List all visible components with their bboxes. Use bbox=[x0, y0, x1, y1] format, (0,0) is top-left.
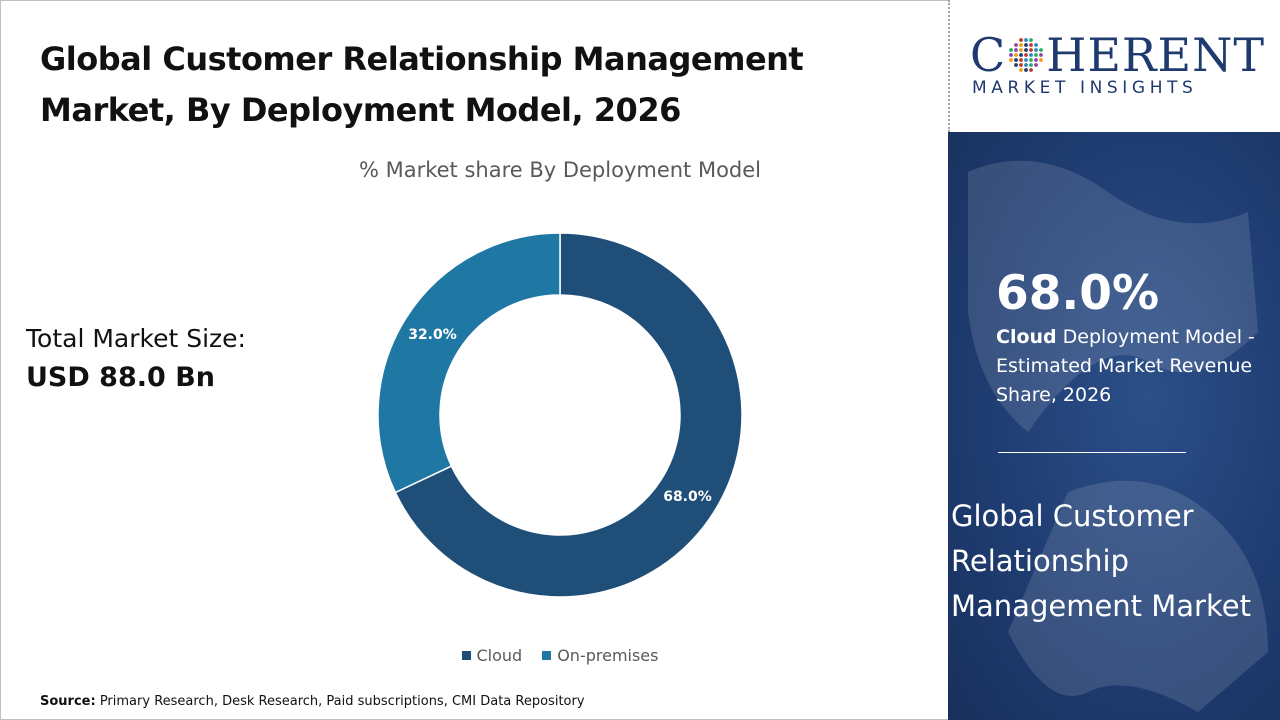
chart-title: % Market share By Deployment Model bbox=[358, 158, 762, 182]
highlight-description: Cloud Deployment Model - Estimated Marke… bbox=[996, 323, 1266, 410]
legend-item-on-premises: On-premises bbox=[542, 646, 658, 665]
logo-letter-c: C bbox=[970, 28, 1007, 82]
legend-swatch bbox=[461, 651, 471, 660]
chart-legend: Cloud On-premises bbox=[360, 646, 760, 665]
data-label-on-premises: 32.0% bbox=[408, 327, 457, 343]
logo-area bbox=[950, 0, 1280, 132]
donut-chart: 68.0% 32.0% bbox=[377, 232, 743, 598]
logo-letters-herent: HERENT bbox=[1046, 28, 1266, 82]
legend-label: On-premises bbox=[557, 646, 659, 665]
logo-globe-icon bbox=[1009, 38, 1044, 72]
logo-subtitle: MARKET INSIGHTS bbox=[972, 78, 1198, 98]
market-size-label: Total Market Size: bbox=[26, 324, 246, 353]
side-panel bbox=[948, 132, 1280, 720]
page-title-line-1: Global Customer Relationship Management bbox=[40, 40, 804, 78]
legend-label: Cloud bbox=[476, 646, 523, 665]
market-size-value: USD 88.0 Bn bbox=[26, 362, 215, 393]
donut-slice-cloud bbox=[394, 232, 743, 598]
legend-swatch bbox=[542, 651, 552, 660]
side-market-title: Global Customer Relationship Management … bbox=[951, 499, 1251, 623]
highlight-desc-text: Deployment Model - Estimated Market Reve… bbox=[996, 326, 1255, 406]
map-texture-icon bbox=[968, 160, 1268, 712]
panel-divider bbox=[998, 452, 1186, 453]
data-label-cloud: 68.0% bbox=[663, 489, 712, 505]
page-title: Global Customer Relationship Management … bbox=[40, 34, 920, 136]
source-text: Primary Research, Desk Research, Paid su… bbox=[95, 694, 585, 709]
dotted-divider bbox=[948, 0, 950, 132]
page-title-line-2: Market, By Deployment Model, 2026 bbox=[40, 91, 681, 129]
legend-item-cloud: Cloud bbox=[461, 646, 523, 665]
source-label: Source: bbox=[40, 694, 96, 709]
donut-slice-on-premises bbox=[377, 232, 561, 494]
company-logo: C HERENT bbox=[970, 28, 1265, 82]
source-note: Source: Primary Research, Desk Research,… bbox=[40, 694, 585, 709]
highlight-percent: 68.0% bbox=[996, 266, 1160, 321]
highlight-segment: Cloud bbox=[996, 326, 1057, 348]
